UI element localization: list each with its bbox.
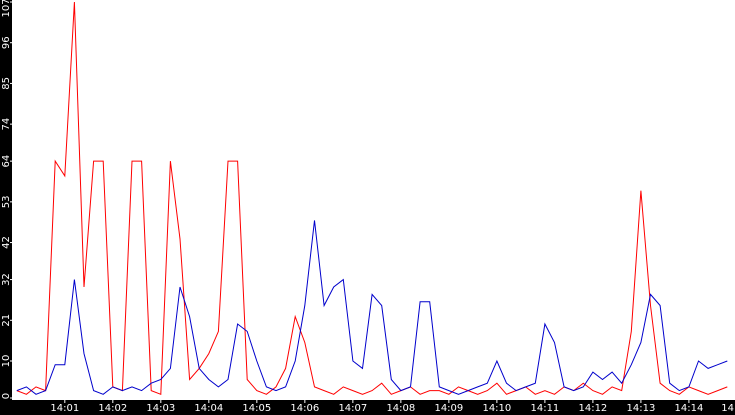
y-tick-label: 74 (1, 118, 12, 131)
x-tick-label: 14:03 (146, 403, 175, 414)
y-tick-label: 0 (1, 393, 12, 399)
x-tick-label: 14:10 (482, 403, 511, 414)
y-tick-label: 53 (1, 195, 12, 208)
x-tick-label: 14:08 (386, 403, 415, 414)
x-tick-label: 14 (721, 403, 734, 414)
x-tick-label: 14:09 (434, 403, 463, 414)
y-tick-label: 64 (1, 155, 12, 168)
y-tick-label: 96 (1, 36, 12, 49)
x-tick-label: 14:06 (290, 403, 319, 414)
x-tick-label: 14:13 (626, 403, 655, 414)
x-tick-label: 14:14 (674, 403, 703, 414)
x-tick-label: 14:05 (242, 403, 271, 414)
x-axis-strip (0, 400, 735, 415)
x-tick-label: 14:11 (530, 403, 559, 414)
x-tick-label: 14:07 (338, 403, 367, 414)
y-tick-label: 107 (1, 0, 12, 18)
y-tick-label: 21 (1, 314, 12, 327)
y-tick-label: 42 (1, 236, 12, 249)
x-tick-label: 14:02 (98, 403, 127, 414)
x-tick-label: 14:01 (50, 403, 79, 414)
x-tick-label: 14:12 (578, 403, 607, 414)
y-tick-label: 85 (1, 77, 12, 90)
y-tick-label: 32 (1, 273, 12, 286)
line-series (16, 220, 728, 395)
y-axis-strip (0, 0, 12, 415)
x-tick-label: 14:04 (194, 403, 223, 414)
y-tick-label: 10 (1, 355, 12, 368)
line-series (16, 1, 728, 396)
